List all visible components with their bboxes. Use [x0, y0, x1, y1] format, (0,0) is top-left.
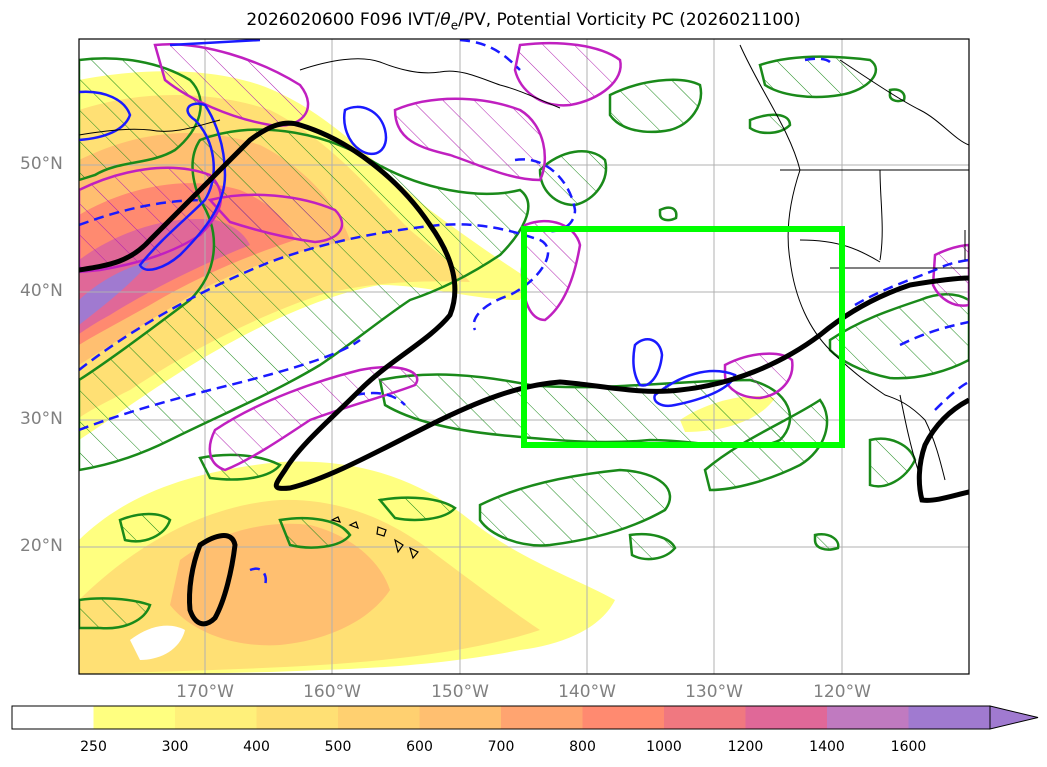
analysis-box [521, 226, 845, 448]
colorbar-frame [11, 705, 991, 730]
lat-label-30n: 30°N [20, 409, 63, 429]
lon-label-150w: 150°W [431, 682, 489, 702]
colorbar-bin [582, 706, 665, 729]
colorbar-bin [175, 706, 257, 729]
colorbar-tick-label: 600 [406, 739, 433, 755]
colorbar-tick-label: 1200 [727, 739, 764, 755]
colorbar-bin [745, 706, 828, 729]
colorbar-tick-label: 1000 [646, 739, 682, 755]
lon-label-120w: 120°W [813, 682, 871, 702]
lon-label-160w: 160°W [303, 682, 361, 702]
colorbar-tick-label: 300 [161, 739, 189, 755]
colorbar-bin [12, 706, 94, 729]
lon-label-170w: 170°W [176, 682, 234, 702]
colorbar-tick-label: 400 [243, 739, 270, 755]
colorbar-tick-label: 700 [487, 739, 515, 755]
colorbar-tick-label: 1400 [809, 739, 845, 755]
colorbar-tick-label: 1600 [890, 739, 927, 755]
colorbar-tick-label: 800 [569, 739, 596, 755]
lon-label-130w: 130°W [685, 682, 743, 702]
magenta-hatched-regions [79, 41, 969, 472]
colorbar-extend-arrow [989, 705, 1039, 730]
lat-label-20n: 20°N [20, 536, 63, 556]
colorbar-bin [93, 706, 176, 729]
hawaiian-islands [330, 516, 419, 560]
chart-title: 2026020600 F096 IVT/θe/PV, Potential Vor… [246, 10, 801, 33]
map-frame [78, 38, 970, 675]
colorbar-bin [338, 706, 420, 729]
lat-label-40n: 40°N [20, 281, 63, 301]
colorbar-bin [827, 706, 909, 729]
lat-label-50n: 50°N [20, 154, 63, 174]
colorbar-bin [501, 706, 583, 729]
colorbar-bin [419, 706, 502, 729]
colorbar-bin [256, 706, 339, 729]
colorbar-bin [664, 706, 746, 729]
colorbar-bin [908, 706, 991, 729]
black-contours [79, 120, 969, 627]
colorbar-tick-label: 250 [80, 739, 107, 755]
colorbar-tick-label: 500 [324, 739, 352, 755]
colorbar [11, 705, 1039, 730]
lon-label-140w: 140°W [558, 682, 616, 702]
coastlines [79, 44, 969, 481]
